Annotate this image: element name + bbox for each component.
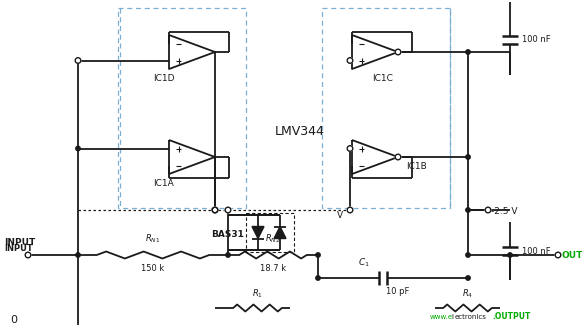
Text: IC1B: IC1B xyxy=(406,162,427,171)
Circle shape xyxy=(25,252,31,258)
Circle shape xyxy=(508,253,512,257)
Circle shape xyxy=(466,208,470,212)
Circle shape xyxy=(75,58,81,63)
Text: BAS31: BAS31 xyxy=(211,230,244,239)
Polygon shape xyxy=(252,227,264,238)
Bar xyxy=(322,8,450,208)
Circle shape xyxy=(316,253,320,257)
Circle shape xyxy=(347,58,353,63)
Text: V: V xyxy=(337,211,343,220)
Circle shape xyxy=(395,154,401,160)
Text: $R_{N2}$: $R_{N2}$ xyxy=(265,232,281,245)
Circle shape xyxy=(226,253,230,257)
Circle shape xyxy=(347,207,353,213)
Text: OUTPUT: OUTPUT xyxy=(562,251,582,261)
Text: -2.5 V: -2.5 V xyxy=(491,206,517,215)
Circle shape xyxy=(466,50,470,54)
Text: ectronics: ectronics xyxy=(455,314,487,320)
Text: IC1D: IC1D xyxy=(153,74,175,83)
Text: LMV344: LMV344 xyxy=(275,125,325,138)
Text: IC1A: IC1A xyxy=(154,179,175,188)
Circle shape xyxy=(212,207,218,213)
Circle shape xyxy=(76,253,80,257)
Circle shape xyxy=(466,155,470,159)
Text: 100 nF: 100 nF xyxy=(522,248,551,256)
Text: 100 nF: 100 nF xyxy=(522,36,551,44)
Text: $C_1$: $C_1$ xyxy=(358,256,370,269)
Circle shape xyxy=(212,207,218,213)
Text: $R_1$: $R_1$ xyxy=(252,287,263,300)
Text: .OUTPUT: .OUTPUT xyxy=(492,312,530,321)
Text: INPUT: INPUT xyxy=(4,244,33,253)
Text: $R_{N1}$: $R_{N1}$ xyxy=(146,232,161,245)
Circle shape xyxy=(76,146,80,151)
Text: www.e: www.e xyxy=(430,314,453,320)
Circle shape xyxy=(555,252,561,258)
Circle shape xyxy=(316,276,320,280)
Text: $R_4$: $R_4$ xyxy=(462,287,473,300)
Circle shape xyxy=(395,49,401,55)
Text: 10 pF: 10 pF xyxy=(386,287,410,296)
Polygon shape xyxy=(274,227,286,238)
Circle shape xyxy=(347,146,353,151)
Circle shape xyxy=(466,276,470,280)
Text: IC1C: IC1C xyxy=(372,74,393,83)
Text: 18.7 k: 18.7 k xyxy=(260,264,286,273)
Text: 150 k: 150 k xyxy=(141,264,165,273)
Bar xyxy=(118,8,246,208)
Circle shape xyxy=(485,207,491,213)
Text: l: l xyxy=(451,314,453,320)
Text: INPUT: INPUT xyxy=(4,238,36,247)
Circle shape xyxy=(225,207,231,213)
Bar xyxy=(246,213,294,252)
Circle shape xyxy=(466,253,470,257)
Text: 0: 0 xyxy=(10,315,17,325)
